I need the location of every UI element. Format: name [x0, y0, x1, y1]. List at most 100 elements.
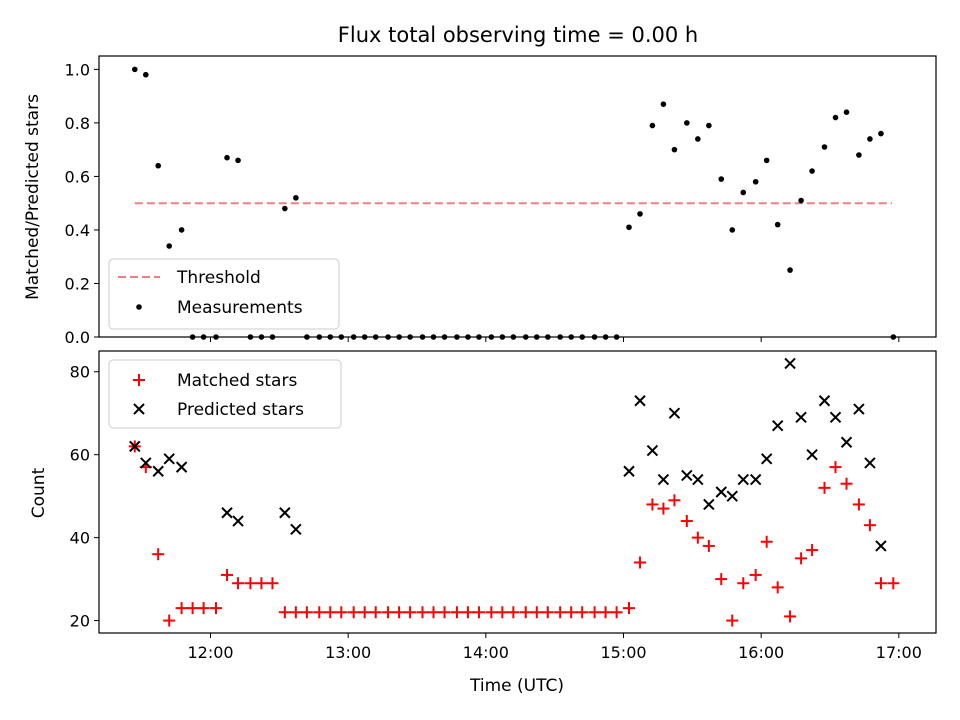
matched-star-point [255, 577, 268, 590]
matched-star-point [232, 577, 245, 590]
predicted-star-point [152, 465, 164, 477]
bottom-y-axis: 20 40 60 80 [70, 363, 99, 631]
matched-star-point [749, 568, 762, 581]
bottom-x-axis: 12:00 13:00 14:00 15:00 16:00 17:00 [187, 633, 922, 662]
matched-star-point [163, 614, 176, 627]
measurement-point [706, 122, 712, 129]
predicted-star-point [692, 473, 704, 486]
matched-star-point [646, 498, 659, 511]
matched-star-point [530, 606, 543, 619]
matched-star-point [152, 548, 165, 561]
matched-star-point [541, 606, 554, 619]
predicted-star-point [279, 507, 291, 519]
matched-star-point [416, 606, 429, 619]
bottom-x-tick-label: 12:00 [187, 643, 233, 662]
matched-star-point [358, 606, 371, 619]
measurement-point [649, 122, 656, 129]
measurement-point [867, 136, 873, 142]
matched-star-point [335, 606, 348, 619]
top-y-tick-label: 0.4 [65, 221, 90, 240]
predicted-star-point [784, 357, 796, 370]
measurement-point [695, 136, 701, 142]
bottom-x-tick-label: 16:00 [738, 643, 784, 662]
matched-star-point [691, 531, 704, 544]
measurement-point [787, 267, 793, 273]
bottom-y-axis-label: Count [29, 467, 49, 518]
chart-title: Flux total observing time = 0.00 h [338, 23, 698, 47]
matched-star-point [829, 461, 842, 474]
matched-star-point [382, 606, 395, 619]
top-y-tick-label: 0.6 [65, 167, 90, 186]
matched-star-point [726, 614, 739, 627]
matched-star-point [197, 602, 210, 615]
matched-star-point [795, 552, 808, 565]
measurement-point [660, 101, 667, 107]
predicted-star-point [140, 457, 152, 469]
matched-star-point [278, 606, 291, 619]
predicted-star-point [221, 507, 233, 519]
matched-star-point [852, 498, 865, 511]
legend-matched-swatch [133, 374, 145, 386]
top-x-axis [210, 337, 900, 342]
predicted-star-point [864, 457, 876, 469]
top-legend: Threshold Measurements [108, 258, 340, 330]
matched-star-point [588, 606, 601, 619]
measurement-point [740, 189, 747, 196]
legend-measurements-swatch [136, 304, 142, 310]
matched-star-point [818, 481, 831, 494]
matched-star-point [634, 556, 647, 569]
matched-star-point [393, 606, 406, 619]
measurement-point [843, 109, 850, 115]
matched-star-point [313, 606, 326, 619]
top-legend-box [108, 258, 340, 330]
matched-star-point [623, 602, 636, 615]
matched-star-point [186, 602, 199, 615]
bottom-x-tick-label: 15:00 [600, 643, 646, 662]
matched-star-point [599, 606, 612, 619]
matched-star-point [472, 606, 485, 619]
predicted-star-point [657, 473, 670, 486]
measurement-point [798, 197, 804, 204]
bottom-x-tick-label: 13:00 [325, 643, 371, 662]
legend-matched-label: Matched stars [177, 371, 297, 391]
predicted-star-point [760, 453, 773, 465]
matched-star-point [887, 577, 900, 590]
measurement-point [729, 227, 736, 233]
top-y-tick-label: 0.2 [65, 274, 90, 293]
measurement-point [832, 114, 839, 121]
bottom-y-tick-label: 80 [70, 363, 90, 382]
measurement-point [684, 120, 690, 126]
matched-star-point [210, 602, 223, 615]
measurement-point [856, 152, 862, 158]
measurement-point [224, 154, 230, 161]
matched-star-point [840, 477, 853, 490]
predicted-star-point [806, 448, 818, 461]
measurement-point [637, 211, 643, 217]
bottom-legend-box [108, 359, 342, 429]
top-axes-frame [98, 55, 937, 338]
matched-star-point [715, 573, 728, 586]
matched-star-point [657, 502, 670, 515]
measurement-point [155, 162, 161, 169]
predicted-star-point [681, 469, 693, 482]
x-axis-label: Time (UTC) [469, 676, 564, 696]
measurement-point [626, 224, 632, 231]
matched-star-point [771, 581, 784, 594]
matched-star-point [347, 606, 360, 619]
matched-star-point [289, 606, 302, 619]
legend-predicted-label: Predicted stars [177, 400, 304, 420]
matched-star-point [175, 602, 188, 615]
matched-star-point [863, 519, 876, 532]
matched-star-point [496, 606, 509, 619]
measurement-point [671, 146, 678, 153]
measurement-point [809, 168, 815, 174]
matched-star-point [221, 568, 234, 581]
top-y-tick-label: 0.8 [65, 114, 90, 133]
predicted-star-point [634, 395, 646, 407]
measurement-point [752, 178, 759, 185]
predicted-star-point [646, 444, 659, 457]
matched-star-point [519, 606, 532, 619]
predicted-star-point [829, 411, 842, 424]
top-plot-area [131, 66, 897, 340]
predicted-star-point [703, 498, 715, 511]
